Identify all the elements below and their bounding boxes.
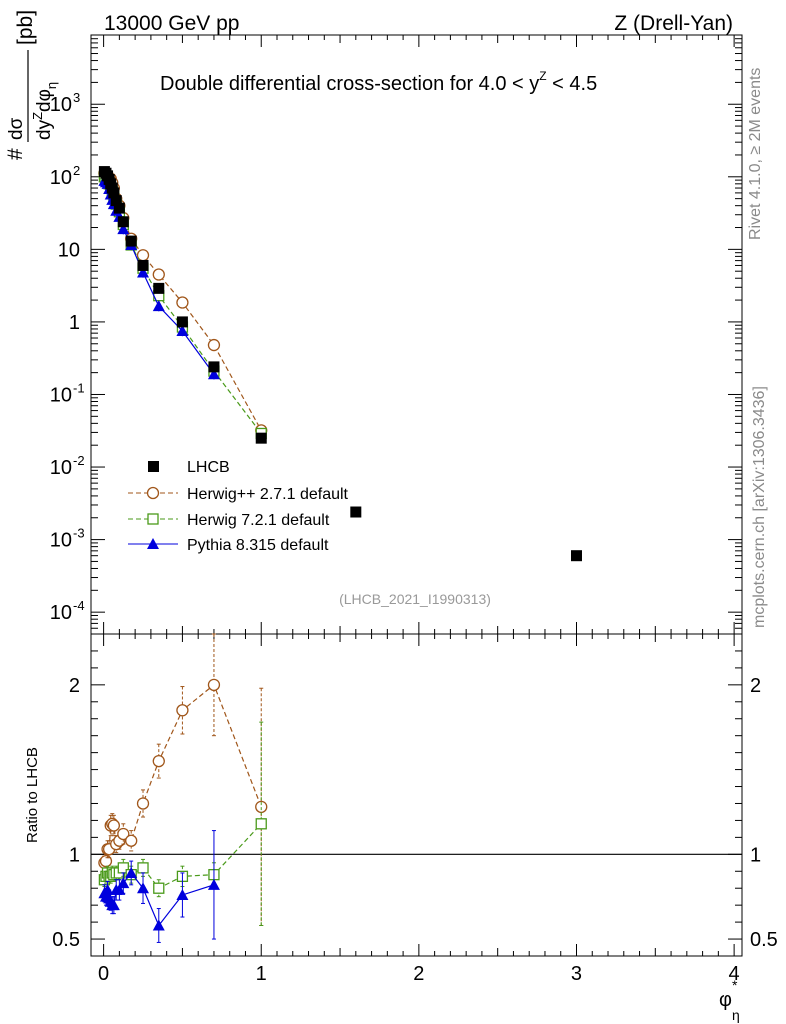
lhcb-point	[570, 550, 582, 562]
lhcb-point	[108, 187, 120, 199]
y-tick-label: 10	[50, 167, 72, 189]
ratio-point	[107, 819, 121, 832]
svg-text:Pythia 8.315 default: Pythia 8.315 default	[187, 537, 329, 554]
ratio-ylabel: Ratio to LHCB	[24, 747, 41, 843]
ratio-point	[152, 919, 165, 931]
y-tick-label: 10	[50, 530, 72, 552]
main-ylabel: # dσ dyZdφη [pb]	[4, 10, 59, 160]
main-title: Double differential cross-section for 4.…	[160, 69, 597, 95]
ratio-point	[207, 878, 220, 890]
svg-text:[pb]: [pb]	[14, 10, 37, 45]
ratio-point	[153, 882, 165, 894]
y-tick-exponent: 3	[73, 90, 80, 105]
ratio-point	[125, 866, 138, 878]
lhcb-point	[125, 235, 137, 247]
ratio-point	[117, 827, 130, 841]
data-point	[152, 300, 165, 312]
legend-item-pythia: Pythia 8.315 default	[128, 537, 329, 554]
legend-item-herwigpp: Herwig++ 2.7.1 default	[128, 486, 349, 503]
lhcb-point	[110, 195, 122, 207]
y-tick-exponent: -1	[73, 380, 85, 395]
y-tick-label: 10	[50, 457, 72, 479]
data-point	[176, 324, 189, 336]
y-tick-label: 10	[50, 602, 72, 624]
svg-text:φ: φ	[719, 989, 732, 1011]
x-tick-label: 0	[98, 963, 109, 985]
ratio-point	[117, 877, 130, 889]
ratio-point	[125, 834, 138, 847]
lhcb-point	[208, 361, 220, 373]
ratio-y-tick-label-right: 0.5	[750, 929, 778, 951]
lhcb-point	[153, 282, 165, 294]
mcplots-label: mcplots.cern.ch [arXiv:1306.3436]	[751, 386, 768, 628]
ratio-point	[207, 678, 221, 691]
ratio-point	[152, 754, 165, 768]
legend-item-herwig7: Herwig 7.2.1 default	[128, 512, 330, 529]
svg-text:η: η	[732, 1007, 740, 1023]
data-point	[176, 296, 189, 309]
ratio-point	[255, 818, 267, 830]
lhcb-point	[117, 216, 129, 228]
svg-text:LHCB: LHCB	[187, 459, 230, 476]
ratio-point	[137, 862, 149, 874]
header-left: 13000 GeV pp	[104, 12, 239, 35]
xlabel: φ * η	[719, 977, 740, 1023]
svg-text:Herwig 7.2.1 default: Herwig 7.2.1 default	[187, 512, 330, 529]
data-point	[207, 338, 221, 352]
svg-text:*: *	[732, 977, 738, 993]
x-tick-label: 4	[729, 963, 740, 985]
data-point	[117, 223, 130, 235]
ratio-y-tick-label-right: 2	[750, 675, 761, 697]
ratio-axis-ticks: 0 1 2 3 4 0.5 0.5 1 1 2 2	[52, 633, 778, 985]
y-tick-exponent: -2	[73, 453, 85, 468]
y-tick-exponent: -3	[73, 526, 85, 541]
lhcb-point	[113, 202, 125, 214]
x-tick-label: 1	[256, 963, 267, 985]
ratio-y-tick-label: 0.5	[52, 929, 80, 951]
y-tick-label: 10	[50, 94, 72, 116]
ratio-point	[136, 797, 150, 810]
svg-text:dσ: dσ	[6, 117, 27, 140]
ratio-plot-frame	[90, 633, 743, 957]
svg-text:dyZdφη: dyZdφη	[30, 82, 59, 140]
data-point	[152, 268, 165, 281]
ratio-y-tick-label: 2	[69, 675, 80, 697]
y-tick-label: 10	[50, 384, 72, 406]
lhcb-point	[137, 259, 149, 271]
y-tick-exponent: 2	[73, 163, 80, 178]
legend: LHCB Herwig++ 2.7.1 default Herwig 7.2.1…	[128, 459, 349, 554]
ratio-point	[176, 704, 189, 717]
rivet-label: Rivet 4.1.0, ≥ 2M events	[747, 68, 764, 240]
ratio-y-tick-label: 1	[69, 844, 80, 866]
ratio-point	[137, 882, 150, 894]
svg-text:#: #	[4, 148, 27, 160]
analysis-id: (LHCB_2021_I1990313)	[339, 591, 491, 607]
header-right: Z (Drell-Yan)	[614, 12, 733, 35]
ratio-data-layer	[98, 633, 268, 943]
x-tick-label: 2	[413, 963, 424, 985]
ratio-point	[107, 899, 120, 911]
x-tick-label: 3	[571, 963, 582, 985]
y-tick-exponent: -4	[73, 598, 85, 613]
ratio-y-tick-label-right: 1	[750, 844, 761, 866]
svg-text:Herwig++ 2.7.1 default: Herwig++ 2.7.1 default	[187, 486, 349, 503]
ratio-point	[113, 883, 126, 895]
lhcb-point	[350, 506, 362, 518]
y-tick-label: 10	[58, 239, 80, 261]
y-tick-label: 1	[69, 312, 80, 334]
lhcb-point	[176, 316, 188, 328]
ratio-point	[176, 888, 189, 900]
legend-item-lhcb: LHCB	[148, 459, 230, 476]
data-point	[207, 368, 220, 380]
data-point	[137, 266, 150, 278]
data-point	[136, 249, 150, 262]
main-data-layer	[98, 166, 582, 562]
lhcb-point	[255, 432, 267, 444]
